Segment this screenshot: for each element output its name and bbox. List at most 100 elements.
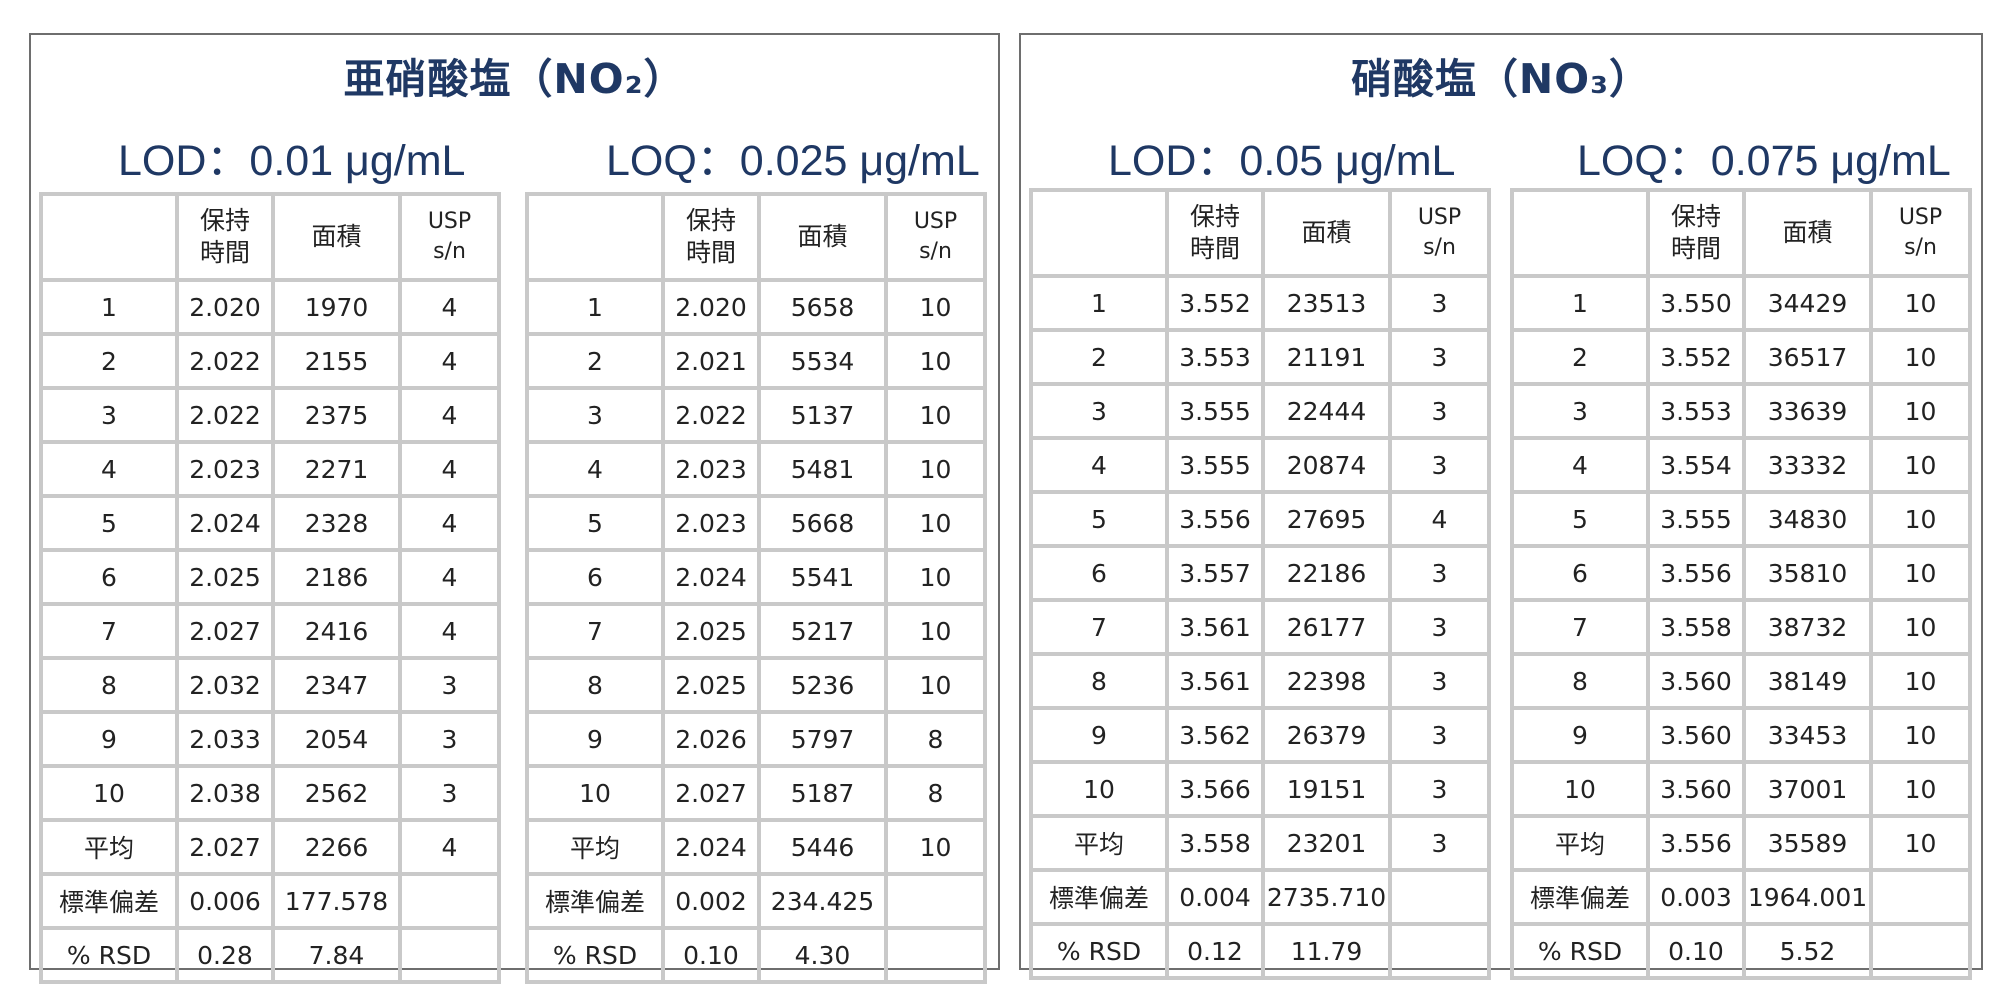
- cell-sample: 6: [1031, 546, 1167, 600]
- cell-retention-time: 2.021: [663, 334, 759, 388]
- table-row: 3 3.553 33639 10: [1512, 384, 1970, 438]
- cell-retention-time: 3.558: [1167, 816, 1263, 870]
- cell-area: 5668: [759, 496, 886, 550]
- cell-sample: 6: [1512, 546, 1648, 600]
- cell-usp-sn: 10: [1871, 492, 1970, 546]
- cell-retention-time: 2.024: [663, 820, 759, 874]
- table-row: 4 2.023 2271 4: [41, 442, 499, 496]
- table-row: 1 2.020 1970 4: [41, 280, 499, 334]
- header-sample: [527, 194, 663, 280]
- cell-sample: 2: [527, 334, 663, 388]
- cell-usp-sn: 3: [1390, 546, 1489, 600]
- cell-usp-sn: 3: [400, 712, 499, 766]
- cell-retention-time: 3.555: [1167, 384, 1263, 438]
- header-usp-sn: USP s/n: [400, 194, 499, 280]
- cell-area: 2054: [273, 712, 400, 766]
- loq-table: 保持 時間 面積 USP s/n 1 2.020 5658 10 2 2.021 5534 10…: [525, 192, 987, 984]
- cell-usp-sn: 3: [1390, 384, 1489, 438]
- table-row: 1 3.550 34429 10: [1512, 276, 1970, 330]
- lod-table: 保持 時間 面積 USP s/n 1 3.552 23513 3 2 3.553 21191 3…: [1029, 188, 1491, 980]
- cell-area: 38149: [1744, 654, 1871, 708]
- table-row: 10 2.038 2562 3: [41, 766, 499, 820]
- cell-sample: 5: [1512, 492, 1648, 546]
- table-row: 平均 3.556 35589 10: [1512, 816, 1970, 870]
- cell-area: 5187: [759, 766, 886, 820]
- cell-usp-sn: [886, 928, 985, 982]
- cell-retention-time: 3.550: [1648, 276, 1744, 330]
- cell-sample: 4: [1031, 438, 1167, 492]
- cell-retention-time: 0.003: [1648, 870, 1744, 924]
- cell-usp-sn: 3: [1390, 816, 1489, 870]
- cell-area: 23513: [1263, 276, 1390, 330]
- cell-sample: 平均: [527, 820, 663, 874]
- table-row: 1 2.020 5658 10: [527, 280, 985, 334]
- cell-sample: 2: [41, 334, 177, 388]
- cell-sample: 4: [527, 442, 663, 496]
- cell-usp-sn: 4: [400, 334, 499, 388]
- cell-area: 23201: [1263, 816, 1390, 870]
- cell-usp-sn: 10: [1871, 708, 1970, 762]
- cell-usp-sn: 3: [1390, 276, 1489, 330]
- table-header-row: 保持 時間 面積 USP s/n: [41, 194, 499, 280]
- cell-retention-time: 3.556: [1167, 492, 1263, 546]
- cell-usp-sn: [400, 928, 499, 982]
- table-row: 5 2.024 2328 4: [41, 496, 499, 550]
- table-row: % RSD 0.10 5.52: [1512, 924, 1970, 978]
- cell-usp-sn: 4: [400, 550, 499, 604]
- cell-area: 26177: [1263, 600, 1390, 654]
- cell-area: 21191: [1263, 330, 1390, 384]
- cell-retention-time: 2.023: [177, 442, 273, 496]
- cell-area: 33453: [1744, 708, 1871, 762]
- table-row: 10 3.560 37001 10: [1512, 762, 1970, 816]
- cell-usp-sn: 10: [886, 496, 985, 550]
- cell-area: 33639: [1744, 384, 1871, 438]
- table-row: 5 3.556 27695 4: [1031, 492, 1489, 546]
- cell-area: 5481: [759, 442, 886, 496]
- header-area: 面積: [1263, 190, 1390, 276]
- cell-sample: 6: [41, 550, 177, 604]
- cell-area: 177.578: [273, 874, 400, 928]
- table-row: % RSD 0.12 11.79: [1031, 924, 1489, 978]
- cell-retention-time: 2.022: [177, 334, 273, 388]
- table-row: 3 3.555 22444 3: [1031, 384, 1489, 438]
- cell-usp-sn: 4: [400, 442, 499, 496]
- cell-area: 5797: [759, 712, 886, 766]
- cell-area: 2562: [273, 766, 400, 820]
- cell-area: 22444: [1263, 384, 1390, 438]
- cell-retention-time: 0.10: [663, 928, 759, 982]
- header-area: 面積: [1744, 190, 1871, 276]
- table-row: 5 2.023 5668 10: [527, 496, 985, 550]
- cell-area: 35810: [1744, 546, 1871, 600]
- table-row: 2 2.021 5534 10: [527, 334, 985, 388]
- cell-area: 234.425: [759, 874, 886, 928]
- cell-retention-time: 3.560: [1648, 762, 1744, 816]
- cell-sample: 標準偏差: [527, 874, 663, 928]
- cell-sample: 6: [527, 550, 663, 604]
- cell-sample: 9: [1031, 708, 1167, 762]
- cell-sample: 標準偏差: [1031, 870, 1167, 924]
- cell-retention-time: 3.553: [1648, 384, 1744, 438]
- cell-area: 22186: [1263, 546, 1390, 600]
- cell-retention-time: 3.561: [1167, 600, 1263, 654]
- table-row: 6 3.557 22186 3: [1031, 546, 1489, 600]
- loq-table: 保持 時間 面積 USP s/n 1 3.550 34429 10 2 3.552 36517…: [1510, 188, 1972, 980]
- cell-retention-time: 2.023: [663, 442, 759, 496]
- cell-sample: 8: [527, 658, 663, 712]
- lod-table: 保持 時間 面積 USP s/n 1 2.020 1970 4 2 2.022 2155 4 3 2…: [39, 192, 501, 984]
- cell-retention-time: 3.560: [1648, 654, 1744, 708]
- cell-area: 20874: [1263, 438, 1390, 492]
- cell-area: 2155: [273, 334, 400, 388]
- cell-sample: 7: [1512, 600, 1648, 654]
- cell-usp-sn: 10: [1871, 762, 1970, 816]
- header-sample: [1512, 190, 1648, 276]
- cell-area: 7.84: [273, 928, 400, 982]
- header-usp-sn: USP s/n: [1390, 190, 1489, 276]
- table-row: 7 3.561 26177 3: [1031, 600, 1489, 654]
- cell-area: 2416: [273, 604, 400, 658]
- cell-sample: 2: [1031, 330, 1167, 384]
- cell-usp-sn: 3: [1390, 438, 1489, 492]
- cell-area: 38732: [1744, 600, 1871, 654]
- cell-area: 33332: [1744, 438, 1871, 492]
- table-header-row: 保持 時間 面積 USP s/n: [1512, 190, 1970, 276]
- cell-area: 5541: [759, 550, 886, 604]
